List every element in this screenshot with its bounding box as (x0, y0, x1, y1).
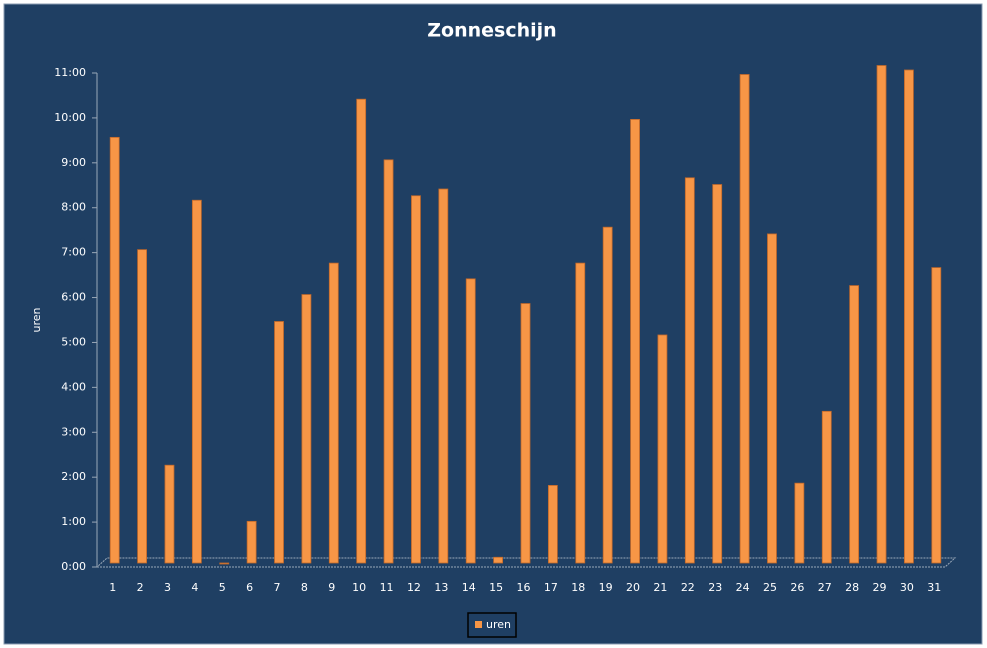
x-tick-label: 3 (164, 581, 171, 594)
x-tick-label: 13 (434, 581, 448, 594)
y-tick-label: 8:00 (61, 201, 86, 214)
y-tick-label: 7:00 (61, 246, 86, 259)
bar (931, 267, 942, 564)
y-tick-label: 10:00 (54, 111, 86, 124)
x-tick-label: 15 (489, 581, 503, 594)
bar (191, 199, 202, 564)
y-tick-label: 3:00 (61, 425, 86, 438)
x-tick-label: 28 (845, 581, 859, 594)
bar (821, 410, 832, 564)
bar (109, 136, 120, 564)
bar (493, 556, 504, 564)
x-tick-label: 4 (191, 581, 198, 594)
y-tick-label: 9:00 (61, 156, 86, 169)
bar (301, 294, 312, 564)
bar (164, 464, 175, 564)
bar (657, 334, 668, 564)
x-tick-label: 23 (708, 581, 722, 594)
bar (547, 485, 558, 564)
x-tick-label: 9 (328, 581, 335, 594)
x-tick-label: 21 (653, 581, 667, 594)
bar (383, 159, 394, 564)
x-tick-label: 26 (790, 581, 804, 594)
bar (849, 285, 860, 564)
y-tick-label: 6:00 (61, 291, 86, 304)
bar (712, 184, 723, 564)
x-tick-label: 16 (517, 581, 531, 594)
bar (246, 520, 257, 564)
y-tick-label: 0:00 (61, 560, 86, 573)
x-tick-label: 19 (599, 581, 613, 594)
bar (219, 562, 230, 565)
y-tick-label: 5:00 (61, 335, 86, 348)
x-tick-label: 8 (301, 581, 308, 594)
legend-label: uren (486, 618, 511, 631)
bar (575, 262, 586, 564)
x-tick-label: 2 (137, 581, 144, 594)
x-tick-label: 14 (462, 581, 476, 594)
y-tick-label: 1:00 (61, 515, 86, 528)
y-tick-label: 11:00 (54, 66, 86, 79)
x-tick-label: 29 (873, 581, 887, 594)
x-tick-label: 25 (763, 581, 777, 594)
bar (630, 119, 640, 564)
x-tick-label: 11 (380, 581, 394, 594)
legend-box (467, 612, 517, 638)
x-tick-label: 27 (818, 581, 832, 594)
y-tick-label: 4:00 (61, 380, 86, 393)
bar (794, 482, 805, 564)
x-tick-label: 18 (571, 581, 585, 594)
bar (876, 65, 887, 564)
x-tick-label: 6 (246, 581, 253, 594)
x-tick-label: 7 (274, 581, 281, 594)
x-tick-label: 24 (736, 581, 750, 594)
bar (411, 195, 421, 564)
y-tick-label: 2:00 (61, 470, 86, 483)
bar (438, 188, 449, 564)
floor (95, 557, 957, 568)
bar (137, 249, 147, 564)
bar (904, 69, 914, 564)
bar (465, 278, 476, 564)
x-tick-label: 30 (900, 581, 914, 594)
chart-title: Zonneschijn (427, 20, 556, 42)
bar (602, 226, 613, 564)
x-tick-label: 20 (626, 581, 640, 594)
bar (328, 262, 339, 564)
x-tick-label: 22 (681, 581, 695, 594)
bar (520, 303, 531, 564)
y-axis-label: uren (30, 307, 43, 332)
x-tick-label: 17 (544, 581, 558, 594)
legend-swatch (475, 621, 482, 628)
x-tick-label: 10 (352, 581, 366, 594)
x-tick-label: 12 (407, 581, 421, 594)
x-tick-label: 1 (109, 581, 116, 594)
bar (739, 74, 750, 564)
x-tick-label: 31 (927, 581, 941, 594)
bar (767, 233, 777, 564)
bar (274, 321, 284, 564)
x-tick-label: 5 (219, 581, 226, 594)
bar (684, 177, 695, 564)
chart-area (3, 3, 983, 645)
bar (356, 98, 367, 564)
